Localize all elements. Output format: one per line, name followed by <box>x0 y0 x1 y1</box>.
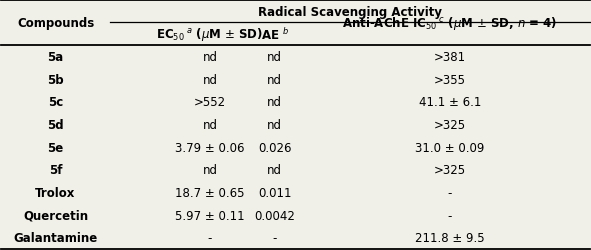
Text: Galantamine: Galantamine <box>14 232 98 244</box>
Text: >381: >381 <box>434 51 466 64</box>
Text: >552: >552 <box>194 96 226 109</box>
Text: -: - <box>208 232 212 244</box>
Text: 18.7 ± 0.65: 18.7 ± 0.65 <box>176 186 245 199</box>
Text: Radical Scavenging Activity: Radical Scavenging Activity <box>258 6 442 18</box>
Text: 0.026: 0.026 <box>258 141 291 154</box>
Text: nd: nd <box>267 118 282 132</box>
Text: 5e: 5e <box>47 141 64 154</box>
Text: 41.1 ± 6.1: 41.1 ± 6.1 <box>419 96 481 109</box>
Text: >325: >325 <box>434 164 466 177</box>
Text: Quercetin: Quercetin <box>23 209 88 222</box>
Text: 0.011: 0.011 <box>258 186 291 199</box>
Text: nd: nd <box>267 164 282 177</box>
Text: nd: nd <box>203 118 217 132</box>
Text: >325: >325 <box>434 118 466 132</box>
Text: 0.0042: 0.0042 <box>255 209 296 222</box>
Text: -: - <box>448 186 452 199</box>
Text: Trolox: Trolox <box>35 186 76 199</box>
Text: Anti-AChE IC$_{50}$$^{\ c}$ ($\mu$M $\pm$ SD, $n$ = 4): Anti-AChE IC$_{50}$$^{\ c}$ ($\mu$M $\pm… <box>342 15 557 32</box>
Text: 3.79 ± 0.06: 3.79 ± 0.06 <box>176 141 245 154</box>
Text: 5d: 5d <box>47 118 64 132</box>
Text: 5b: 5b <box>47 73 64 86</box>
Text: -: - <box>272 232 277 244</box>
Text: nd: nd <box>267 73 282 86</box>
Text: 5c: 5c <box>48 96 63 109</box>
Text: EC$_{50}$$^{\ a}$ ($\mu$M $\pm$ SD): EC$_{50}$$^{\ a}$ ($\mu$M $\pm$ SD) <box>157 26 264 43</box>
Text: AE $^{b}$: AE $^{b}$ <box>261 27 289 42</box>
Text: 211.8 ± 9.5: 211.8 ± 9.5 <box>415 232 485 244</box>
Text: 31.0 ± 0.09: 31.0 ± 0.09 <box>415 141 485 154</box>
Text: nd: nd <box>203 164 217 177</box>
Text: nd: nd <box>203 73 217 86</box>
Text: >355: >355 <box>434 73 466 86</box>
Text: Compounds: Compounds <box>17 17 94 30</box>
Text: nd: nd <box>267 51 282 64</box>
Text: 5.97 ± 0.11: 5.97 ± 0.11 <box>175 209 245 222</box>
Text: -: - <box>448 209 452 222</box>
Text: 5f: 5f <box>49 164 62 177</box>
Text: nd: nd <box>267 96 282 109</box>
Text: nd: nd <box>203 51 217 64</box>
Text: 5a: 5a <box>47 51 64 64</box>
